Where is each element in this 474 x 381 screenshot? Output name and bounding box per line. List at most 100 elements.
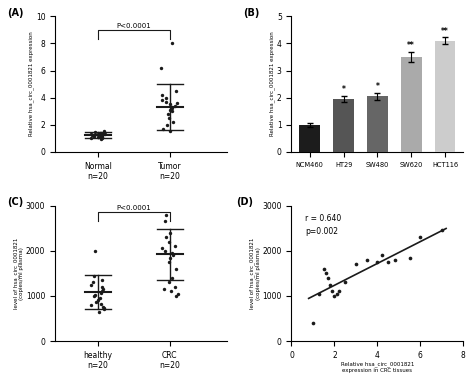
Point [166, 279, 173, 285]
Point [171, 243, 179, 249]
Point [91, 292, 99, 298]
Point [166, 107, 173, 113]
Point [438, 227, 446, 234]
Text: *: * [375, 82, 379, 91]
Point [91, 272, 98, 279]
Point [162, 218, 169, 224]
Y-axis label: level of hsa_circ_0001821
(copies/ml plasma): level of hsa_circ_0001821 (copies/ml pla… [249, 238, 261, 309]
Point [88, 132, 96, 138]
Point [171, 284, 179, 290]
Point [96, 134, 104, 140]
Point [98, 277, 105, 283]
Point [100, 306, 108, 312]
Point [168, 40, 176, 46]
Point [163, 99, 170, 105]
Point [165, 239, 173, 245]
Point [169, 252, 177, 258]
Bar [299, 125, 320, 152]
Point [168, 108, 176, 114]
Point [98, 284, 106, 290]
Text: **: ** [407, 41, 415, 50]
Point [96, 309, 103, 315]
Point [165, 115, 173, 121]
Point [88, 303, 95, 309]
Text: **: ** [441, 27, 449, 35]
Point [384, 259, 392, 265]
Point [352, 261, 360, 267]
Point [98, 133, 106, 139]
X-axis label: Relative hsa_circ_0001821
expression in CRC tissues: Relative hsa_circ_0001821 expression in … [341, 361, 414, 373]
Point [363, 257, 370, 263]
Point [159, 126, 167, 132]
Text: P<0.0001: P<0.0001 [117, 205, 151, 211]
Point [157, 65, 165, 71]
Y-axis label: level of hsa_circ_0001821
(copies/ml plasma): level of hsa_circ_0001821 (copies/ml pla… [13, 238, 25, 309]
Point [91, 129, 99, 135]
Text: (D): (D) [237, 197, 254, 208]
Y-axis label: Relative hsa_circ_0001821 expression: Relative hsa_circ_0001821 expression [270, 32, 275, 136]
Point [101, 131, 109, 137]
Point [335, 288, 343, 295]
Point [167, 128, 174, 134]
Point [331, 293, 338, 299]
Point [98, 288, 106, 295]
Point [173, 100, 181, 106]
Point [97, 131, 104, 138]
Point [172, 88, 180, 94]
Point [164, 122, 171, 128]
Point [309, 320, 317, 326]
Point [100, 305, 108, 311]
Point [160, 286, 167, 292]
Point [165, 259, 173, 265]
Point [98, 130, 105, 136]
Point [98, 134, 105, 140]
Point [166, 230, 173, 236]
Point [341, 279, 349, 285]
Point [97, 301, 105, 307]
Point [97, 290, 105, 296]
Text: r = 0.640: r = 0.640 [305, 214, 341, 223]
Point [163, 234, 170, 240]
Text: (C): (C) [7, 197, 23, 208]
Point [94, 130, 102, 136]
Point [166, 101, 174, 107]
Text: p=0.002: p=0.002 [305, 227, 338, 236]
Point [88, 282, 95, 288]
Point [320, 266, 328, 272]
Point [92, 299, 100, 305]
Text: *: * [342, 85, 346, 94]
Point [324, 275, 332, 281]
Point [173, 293, 180, 299]
Point [162, 248, 169, 254]
Point [91, 133, 98, 139]
Point [99, 286, 107, 292]
Point [90, 293, 98, 299]
Point [87, 131, 95, 137]
Point [164, 111, 172, 117]
Point [96, 130, 103, 136]
Point [172, 103, 179, 109]
Bar [333, 99, 354, 152]
Point [168, 275, 176, 281]
Point [169, 119, 177, 125]
Point [326, 282, 334, 288]
Point [169, 106, 176, 112]
Bar [367, 96, 388, 152]
Text: (A): (A) [7, 8, 24, 18]
Point [162, 94, 170, 101]
Text: P<0.0001: P<0.0001 [117, 23, 151, 29]
Point [89, 279, 96, 285]
Text: (B): (B) [243, 8, 260, 18]
Point [98, 135, 106, 141]
Point [158, 245, 165, 251]
Point [333, 291, 340, 297]
Point [169, 250, 176, 256]
Point [168, 104, 175, 110]
Point [99, 130, 106, 136]
Point [406, 255, 413, 261]
Point [174, 291, 182, 297]
Point [87, 134, 95, 141]
Y-axis label: Relative hsa_circ_0001821 expression: Relative hsa_circ_0001821 expression [28, 32, 34, 136]
Point [316, 291, 323, 297]
Point [158, 97, 166, 103]
